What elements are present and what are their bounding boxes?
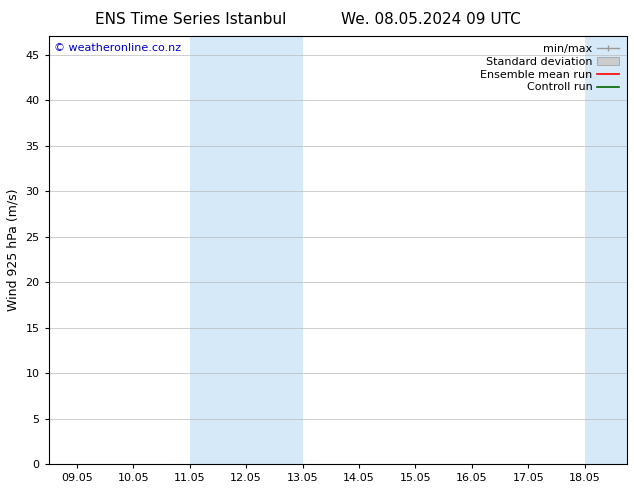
- Y-axis label: Wind 925 hPa (m/s): Wind 925 hPa (m/s): [7, 189, 20, 312]
- Text: ENS Time Series Istanbul: ENS Time Series Istanbul: [94, 12, 286, 27]
- Legend: min/max, Standard deviation, Ensemble mean run, Controll run: min/max, Standard deviation, Ensemble me…: [478, 42, 621, 95]
- Text: © weatheronline.co.nz: © weatheronline.co.nz: [55, 43, 181, 53]
- Bar: [585, 36, 627, 464]
- Bar: [190, 36, 302, 464]
- Text: We. 08.05.2024 09 UTC: We. 08.05.2024 09 UTC: [341, 12, 521, 27]
